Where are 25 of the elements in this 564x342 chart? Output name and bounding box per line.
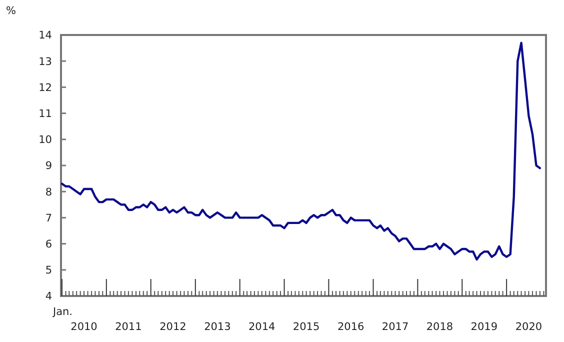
y-tick-label: 7	[45, 212, 52, 224]
text: Jan.	[52, 306, 73, 318]
x-tick-label: 2017	[382, 321, 409, 333]
y-tick-label: 9	[45, 160, 52, 172]
y-tick-label: 11	[38, 108, 52, 120]
x-tick-label: 2016	[337, 321, 365, 333]
y-tick-label: 12	[38, 82, 52, 94]
x-tick-label: 2013	[204, 321, 231, 333]
x-tick-label: 2012	[160, 321, 186, 333]
y-tick-label: 14	[38, 30, 52, 42]
x-tick-label: 2010	[70, 321, 98, 333]
line-series	[60, 42, 542, 261]
y-tick-label: 13	[38, 56, 52, 68]
x-tick-label: 2020	[515, 321, 542, 333]
x-tick-label: 2011	[115, 321, 142, 333]
y-tick-label: 10	[38, 134, 52, 146]
x-tick-label: 2018	[426, 321, 454, 333]
y-tick-label: 8	[45, 186, 52, 198]
y-tick-label: 5	[45, 264, 52, 277]
y-axis-title: %	[6, 5, 16, 17]
x-tick-label: 2019	[470, 321, 498, 333]
x-tick-label: 2014	[248, 321, 276, 333]
y-tick-label: 6	[45, 238, 52, 250]
x-tick-label: 2015	[292, 321, 320, 333]
y-tick-label: 4	[45, 290, 52, 303]
